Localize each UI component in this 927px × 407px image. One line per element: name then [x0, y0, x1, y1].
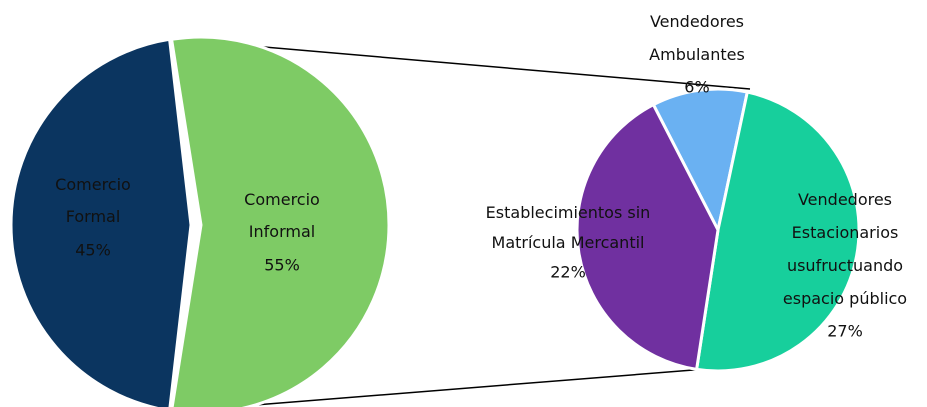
- value-label: 22%: [550, 263, 586, 282]
- pie-slice: [694, 90, 861, 373]
- slice-label: Establecimientos sin Matrícula Mercantil: [486, 203, 651, 252]
- connector-line: [217, 42, 751, 90]
- slice-label: Vendedores Ambulantes: [649, 12, 745, 64]
- value-label: 45%: [75, 241, 111, 260]
- pie-slice: [575, 102, 720, 372]
- slice-label: Comercio Formal: [55, 175, 131, 226]
- pie-slice: [169, 35, 391, 407]
- value-label: 55%: [264, 256, 300, 275]
- pie-slice: [651, 87, 750, 235]
- pie-slice: [9, 37, 193, 407]
- slice-label: Vendedores Estacionarios usufructuando espa…: [783, 190, 907, 308]
- connector-line: [254, 366, 732, 406]
- value-label: 6%: [684, 78, 709, 97]
- value-label: 27%: [827, 322, 863, 341]
- slice-label: Comercio Informal: [244, 190, 320, 241]
